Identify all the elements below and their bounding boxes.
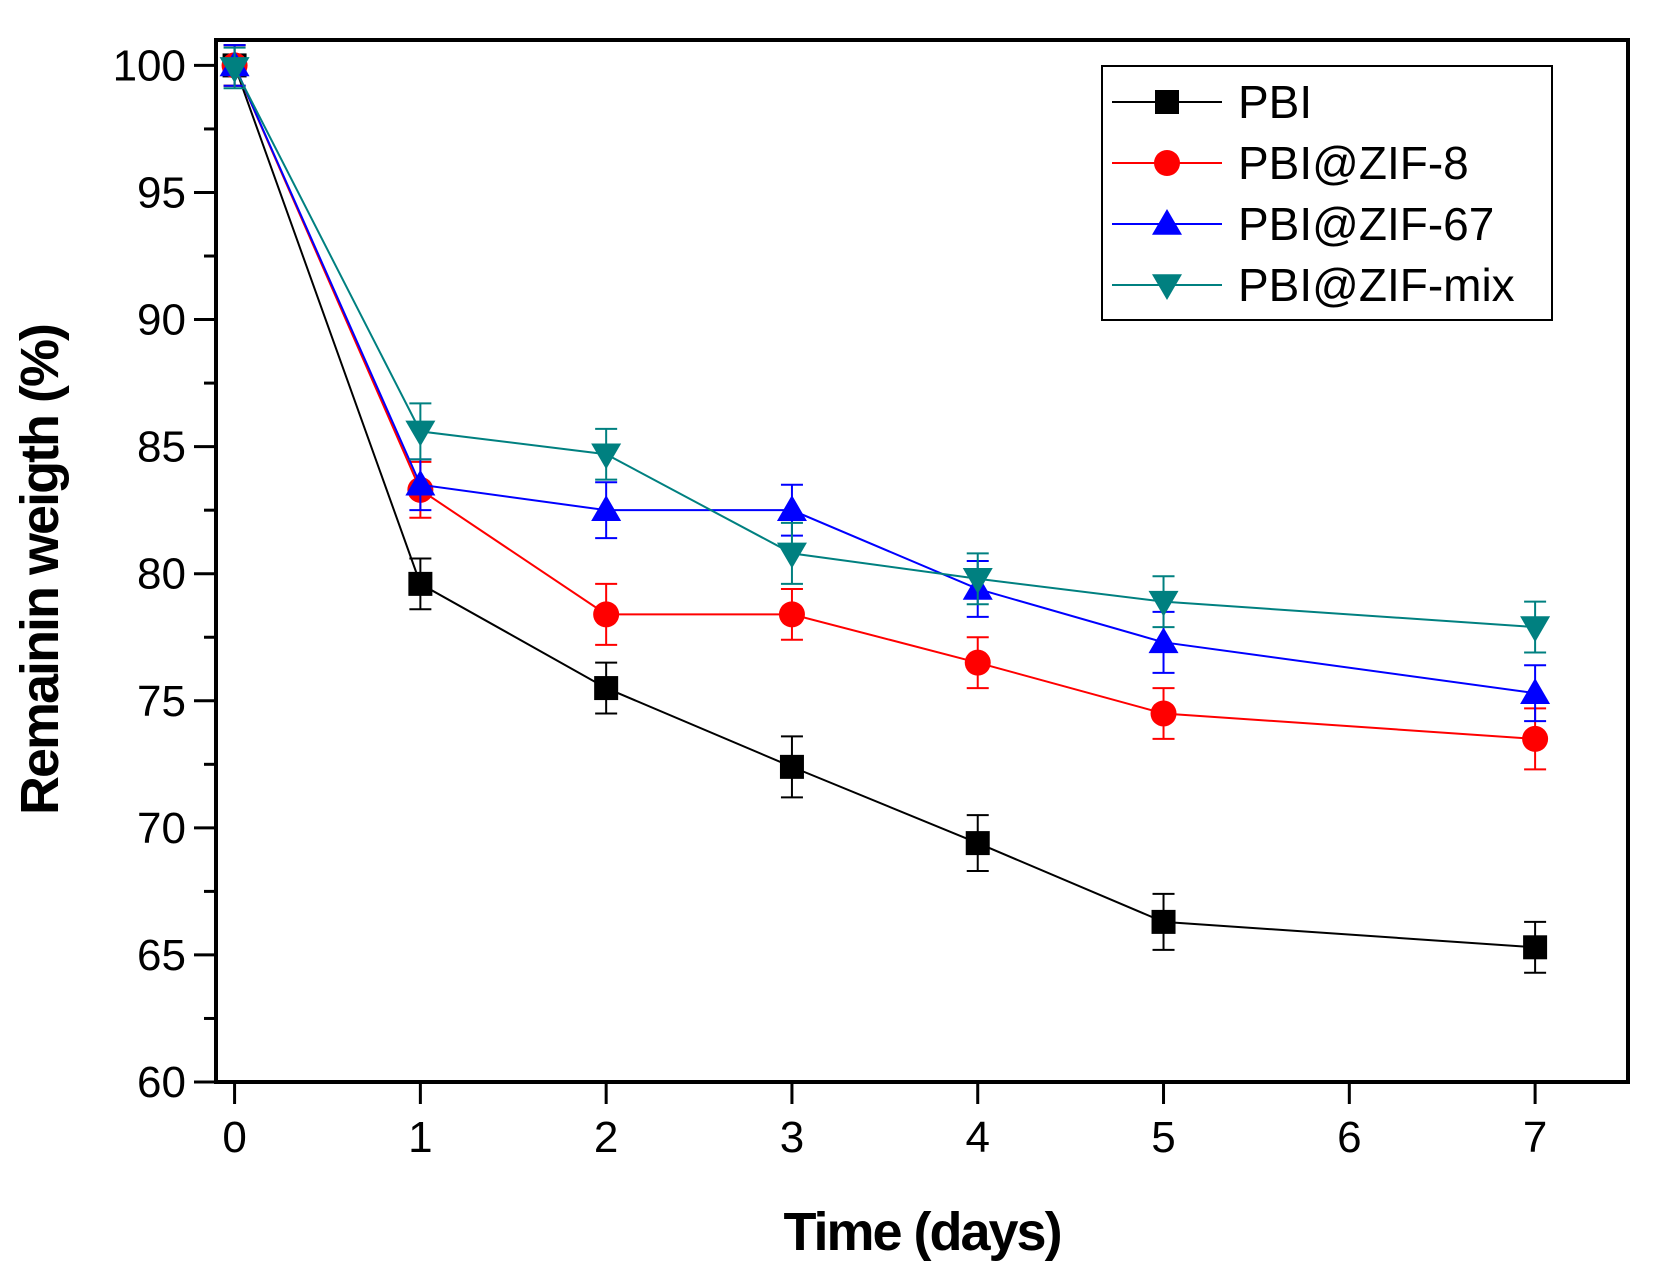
data-point — [962, 567, 993, 594]
data-point — [965, 831, 990, 856]
data-point — [408, 571, 433, 596]
data-point — [779, 754, 804, 779]
data-point — [1520, 616, 1551, 643]
legend-label: PBI@ZIF-mix — [1238, 259, 1515, 311]
x-tick-label: 5 — [1151, 1113, 1175, 1162]
legend-marker — [1154, 150, 1180, 176]
x-tick-label: 6 — [1337, 1113, 1361, 1162]
y-axis-title: Remainin weigth (%) — [10, 325, 70, 815]
data-point — [1522, 725, 1549, 752]
legend-marker — [1152, 274, 1182, 300]
y-tick-label: 60 — [137, 1058, 186, 1107]
y-tick-label: 75 — [137, 677, 186, 726]
y-tick-label: 70 — [137, 804, 186, 853]
x-axis-title: Time (days) — [783, 1202, 1060, 1262]
legend-marker — [1152, 209, 1182, 235]
series-layer — [219, 44, 1551, 974]
x-tick-label: 7 — [1523, 1113, 1547, 1162]
legend-item: PBI — [1112, 76, 1312, 128]
data-point — [591, 495, 622, 521]
legend-item: PBI@ZIF-67 — [1112, 198, 1494, 250]
x-tick-label: 0 — [222, 1113, 246, 1162]
data-point — [405, 469, 436, 496]
data-point — [1148, 590, 1179, 617]
data-point — [1148, 627, 1179, 654]
series-pbi-zif-mix — [219, 46, 1551, 654]
data-point — [1151, 909, 1176, 934]
legend: PBI PBI@ZIF-8 PBI@ZIF-67 PBI@ZIF-mix — [1101, 65, 1553, 321]
y-tick-label: 90 — [137, 296, 186, 345]
data-point — [593, 601, 620, 628]
legend-label: PBI — [1238, 76, 1312, 128]
y-tick-label: 95 — [137, 168, 186, 217]
legend-label: PBI@ZIF-8 — [1238, 137, 1469, 189]
data-point — [591, 443, 622, 470]
y-tick-label: 80 — [137, 550, 186, 599]
x-tick-label: 2 — [594, 1113, 618, 1162]
legend-label: PBI@ZIF-67 — [1238, 198, 1494, 250]
legend-item: PBI@ZIF-mix — [1112, 259, 1515, 311]
y-tick-label: 65 — [137, 931, 186, 980]
x-tick-label: 4 — [965, 1113, 989, 1162]
data-point — [1520, 678, 1551, 704]
legend-marker — [1155, 90, 1179, 114]
data-point — [776, 542, 807, 569]
data-point — [776, 495, 807, 521]
data-point — [405, 420, 436, 447]
data-point — [219, 57, 250, 83]
data-point — [1523, 935, 1548, 960]
y-tick-label: 100 — [113, 41, 186, 90]
data-point — [778, 601, 805, 628]
data-point — [1150, 700, 1177, 727]
y-axis: 60 65 70 75 80 85 90 95 100 — [113, 41, 216, 1107]
y-tick-label: 85 — [137, 423, 186, 472]
data-point — [594, 676, 619, 701]
x-tick-label: 1 — [408, 1113, 432, 1162]
legend-item: PBI@ZIF-8 — [1112, 137, 1469, 189]
x-axis: 0 1 2 3 4 5 6 7 — [222, 1082, 1547, 1162]
x-tick-label: 3 — [780, 1113, 804, 1162]
data-point — [964, 649, 991, 676]
plot-frame — [214, 38, 1630, 1084]
